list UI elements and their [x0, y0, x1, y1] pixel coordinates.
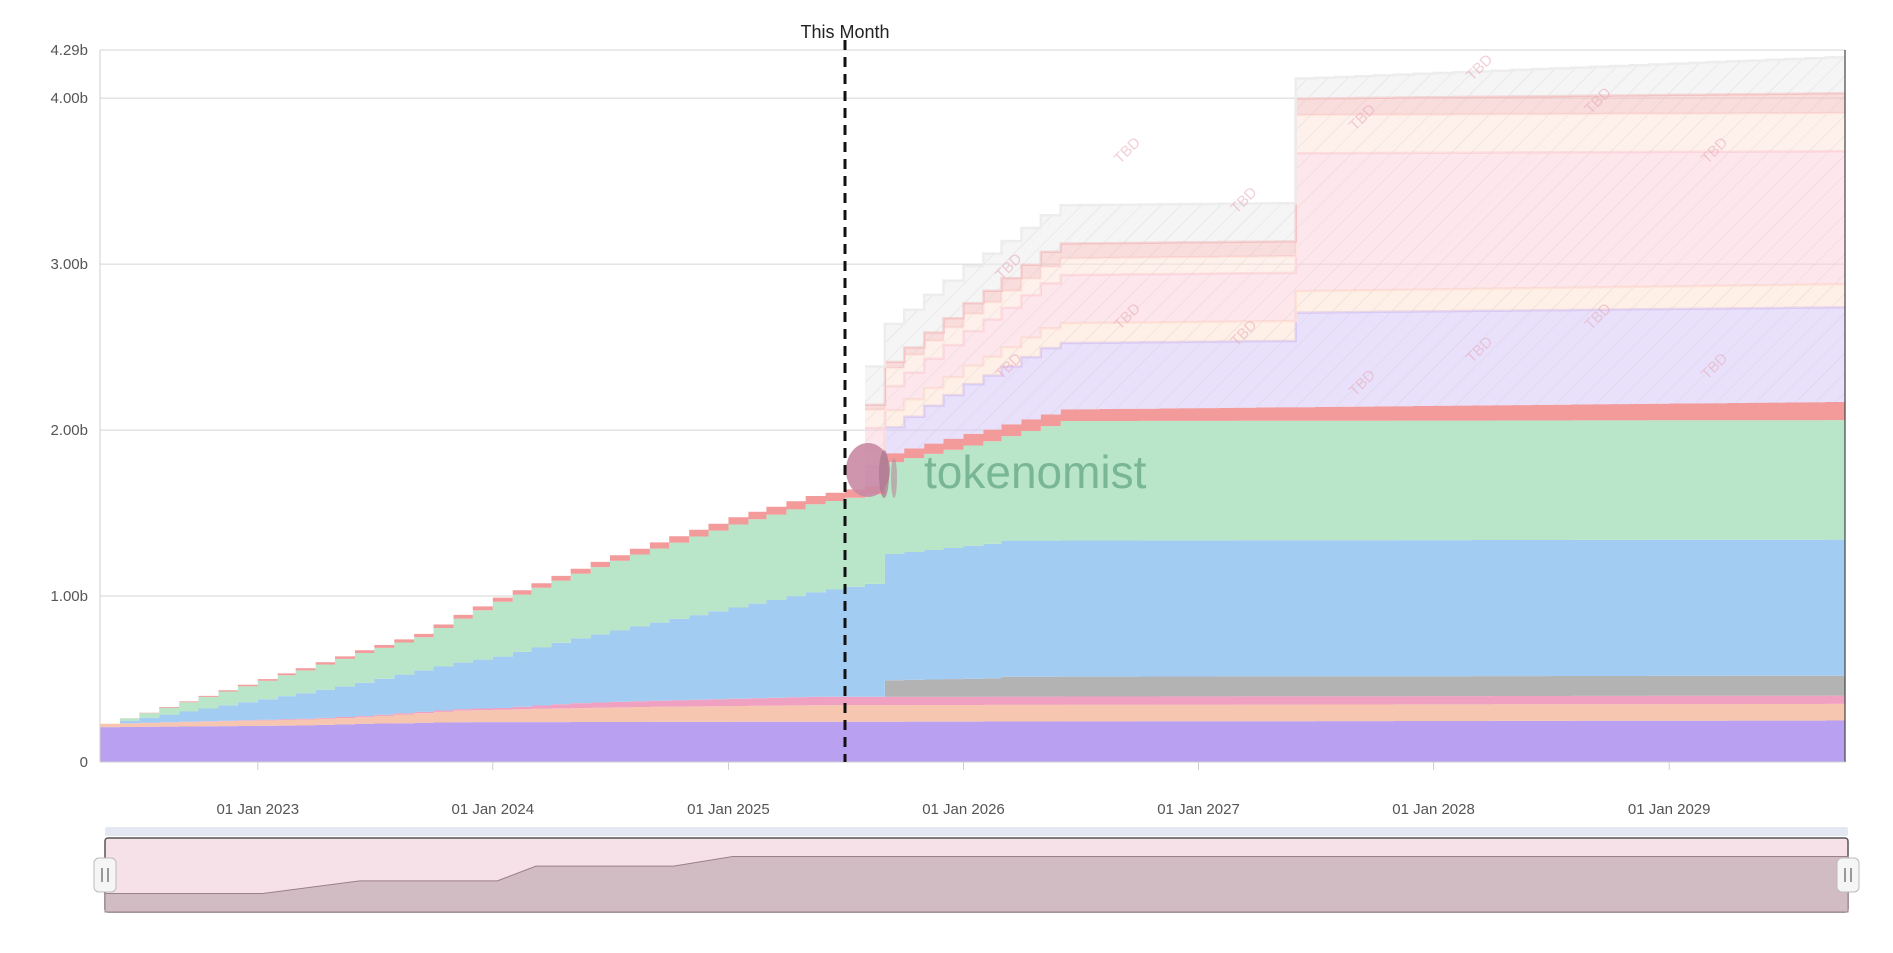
area-series-3 — [100, 675, 1845, 724]
area-series-4 — [100, 539, 1845, 724]
x-tick-label: 01 Jan 2023 — [216, 801, 299, 818]
this-month-marker: This Month — [800, 22, 890, 762]
y-tick-label: 4.00b — [50, 90, 88, 107]
y-tick-label: 3.00b — [50, 256, 88, 273]
future-areas: TBDTBDTBDTBDTBDTBDTBDTBDTBDTBDTBDTBDTBDT… — [865, 51, 1845, 486]
past-areas — [100, 402, 1845, 762]
future-hatch-0 — [865, 307, 1845, 486]
x-tick-label: 01 Jan 2024 — [451, 801, 534, 818]
y-tick-label: 1.00b — [50, 588, 88, 605]
navigator-right-handle[interactable] — [1836, 857, 1860, 893]
handle-body[interactable] — [1836, 857, 1860, 893]
x-tick-label: 01 Jan 2025 — [687, 801, 770, 818]
navigator-scrollbar[interactable] — [105, 827, 1848, 836]
tokenomist-logo-icon — [846, 443, 897, 498]
future-hatch-5 — [865, 57, 1845, 405]
area-series-5 — [100, 420, 1845, 724]
watermark: tokenomist — [846, 443, 1147, 498]
future-hatch-1 — [865, 284, 1845, 467]
x-tick-label: 01 Jan 2027 — [1157, 801, 1240, 818]
area-series-1 — [100, 703, 1845, 728]
x-tick-label: 01 Jan 2026 — [922, 801, 1005, 818]
this-month-label: This Month — [800, 22, 889, 42]
range-navigator[interactable] — [93, 827, 1860, 913]
watermark-text: tokenomist — [924, 446, 1147, 498]
area-series-2 — [100, 695, 1845, 724]
y-tick-label: 2.00b — [50, 422, 88, 439]
navigator-left-handle[interactable] — [93, 857, 117, 893]
y-tick-label: 0 — [80, 754, 88, 771]
handle-body[interactable] — [93, 857, 117, 893]
area-series-0 — [100, 720, 1845, 762]
tbd-label: TBD — [1111, 134, 1144, 167]
axes: 0 1.00b 2.00b 3.00b 4.00b 4.29b 01 Jan 2023 01 … — [50, 42, 1846, 818]
future-hatch-2 — [865, 151, 1845, 450]
future-hatch-3 — [865, 113, 1845, 428]
y-tick-label: 4.29b — [50, 42, 88, 59]
x-tick-label: 01 Jan 2028 — [1392, 801, 1475, 818]
x-tick-label: 01 Jan 2029 — [1628, 801, 1711, 818]
future-line-5 — [865, 56, 1845, 368]
